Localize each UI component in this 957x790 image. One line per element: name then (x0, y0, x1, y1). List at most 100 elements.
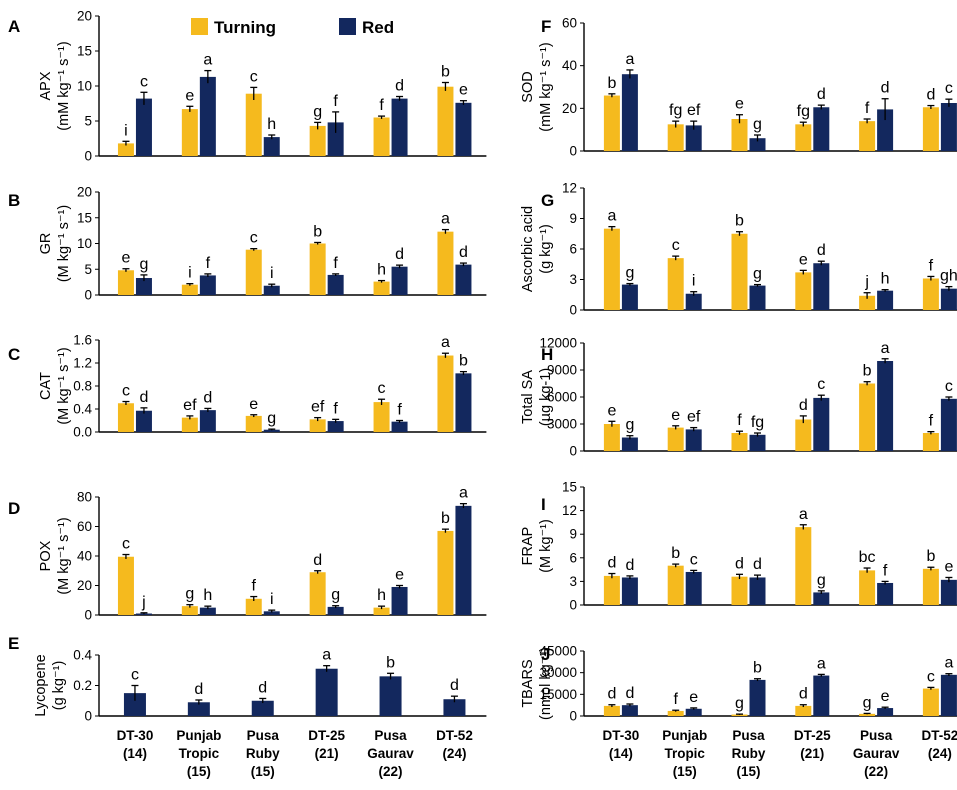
significance-letter: b (386, 654, 395, 671)
significance-letter: c (672, 237, 680, 254)
bar-red (940, 579, 957, 605)
significance-letter: a (441, 211, 450, 228)
significance-letter: f (673, 691, 678, 708)
significance-letter: f (252, 578, 257, 595)
y-tick-label: 5 (84, 114, 92, 129)
significance-letter: c (378, 380, 386, 397)
bar-turning (603, 228, 620, 310)
significance-letter: b (671, 545, 680, 562)
legend-swatch-red (339, 18, 356, 35)
bar-red (877, 290, 894, 310)
significance-letter: c (140, 73, 148, 90)
bar-red (877, 361, 894, 451)
bar-turning (667, 258, 684, 310)
y-tick-label: 20 (77, 185, 92, 200)
bar-red (455, 373, 472, 432)
y-axis-label-line: Total SA (520, 370, 536, 424)
significance-letter: d (395, 78, 404, 95)
bar-turning (117, 270, 134, 295)
bar-red (749, 679, 766, 716)
significance-letter: d (450, 677, 459, 694)
y-axis-label-line: (g kg⁻¹) (51, 661, 67, 711)
category-label-line: Pusa (374, 728, 407, 743)
y-axis-label-line: Ascorbic acid (520, 206, 536, 292)
bar-turning (437, 355, 454, 432)
y-tick-label: 12 (562, 503, 577, 518)
bar-turning (859, 295, 876, 310)
bar-red (263, 611, 280, 615)
significance-letter: g (139, 256, 148, 273)
category-label: DT-30 (14) (117, 728, 154, 761)
category-label: DT-52 (24) (436, 728, 473, 761)
significance-letter: f (929, 413, 934, 430)
bar-red (391, 266, 408, 295)
significance-letter: e (121, 250, 130, 267)
significance-letter: f (929, 257, 934, 274)
y-tick-label: 9000 (547, 363, 577, 378)
bar-turning (922, 568, 939, 605)
significance-letter: b (313, 223, 322, 240)
significance-letter: b (926, 548, 935, 565)
y-axis-label-line: (µg kg-1) (538, 368, 554, 426)
y-tick-label: 0 (569, 598, 577, 613)
y-tick-label: 20 (562, 101, 577, 116)
bar-turning (795, 419, 812, 451)
significance-letter: f (397, 402, 402, 419)
legend-swatch-turning (191, 18, 208, 35)
y-tick-label: 30000 (539, 665, 577, 680)
panel-letter: A (8, 17, 20, 36)
y-tick-label: 0 (569, 709, 577, 724)
bar-red (749, 285, 766, 310)
y-tick-label: 0 (569, 303, 577, 318)
significance-letter: fg (797, 103, 810, 120)
y-tick-label: 0 (84, 149, 92, 164)
significance-letter: fg (669, 102, 682, 119)
bar-red (135, 98, 152, 156)
significance-letter: g (313, 103, 322, 120)
bar-red (749, 577, 766, 605)
y-tick-label: 60 (77, 519, 92, 534)
significance-letter: f (883, 562, 888, 579)
significance-letter: d (625, 557, 634, 574)
bar-turning (437, 86, 454, 156)
y-axis-label-line: (mM kg⁻¹ s⁻¹) (538, 42, 554, 131)
bar-turning (795, 527, 812, 605)
bar-turning (795, 705, 812, 716)
y-tick-label: 6 (569, 242, 577, 257)
category-label-line: Tropic (664, 746, 705, 761)
significance-letter: d (881, 80, 890, 97)
significance-letter: e (671, 407, 680, 424)
significance-letter: g (753, 116, 762, 133)
y-tick-label: 40 (562, 58, 577, 73)
significance-letter: g (735, 695, 744, 712)
significance-letter: f (333, 400, 338, 417)
category-label: DT-52 (24) (922, 728, 957, 761)
bar-red (263, 137, 280, 156)
y-axis-label: TBARS (nmol kg⁻¹) (520, 647, 554, 720)
y-axis-label-line: TBARS (520, 659, 536, 707)
significance-letter: a (944, 655, 953, 672)
category-label-line: (22) (379, 764, 403, 779)
bar-red (940, 288, 957, 310)
significance-letter: ef (687, 409, 701, 426)
bar-red (877, 109, 894, 151)
category-label-line: Ruby (732, 746, 766, 761)
category-label: Pusa Gaurav (22) (367, 728, 414, 779)
category-label-line: Pusa (732, 728, 765, 743)
y-axis-label-line: (M kg⁻¹ s⁻¹) (56, 205, 72, 282)
significance-letter: ef (311, 399, 325, 416)
y-tick-label: 3000 (547, 417, 577, 432)
bar-turning (731, 714, 748, 716)
panel-letter: E (8, 634, 19, 653)
y-axis-label-line: POX (38, 540, 54, 571)
bar-turning (117, 403, 134, 432)
significance-letter: f (333, 93, 338, 110)
y-axis-label-line: SOD (520, 71, 536, 102)
significance-letter: g (185, 586, 194, 603)
category-label-line: (22) (864, 764, 888, 779)
bar-turning (117, 143, 134, 156)
significance-letter: d (753, 556, 762, 573)
